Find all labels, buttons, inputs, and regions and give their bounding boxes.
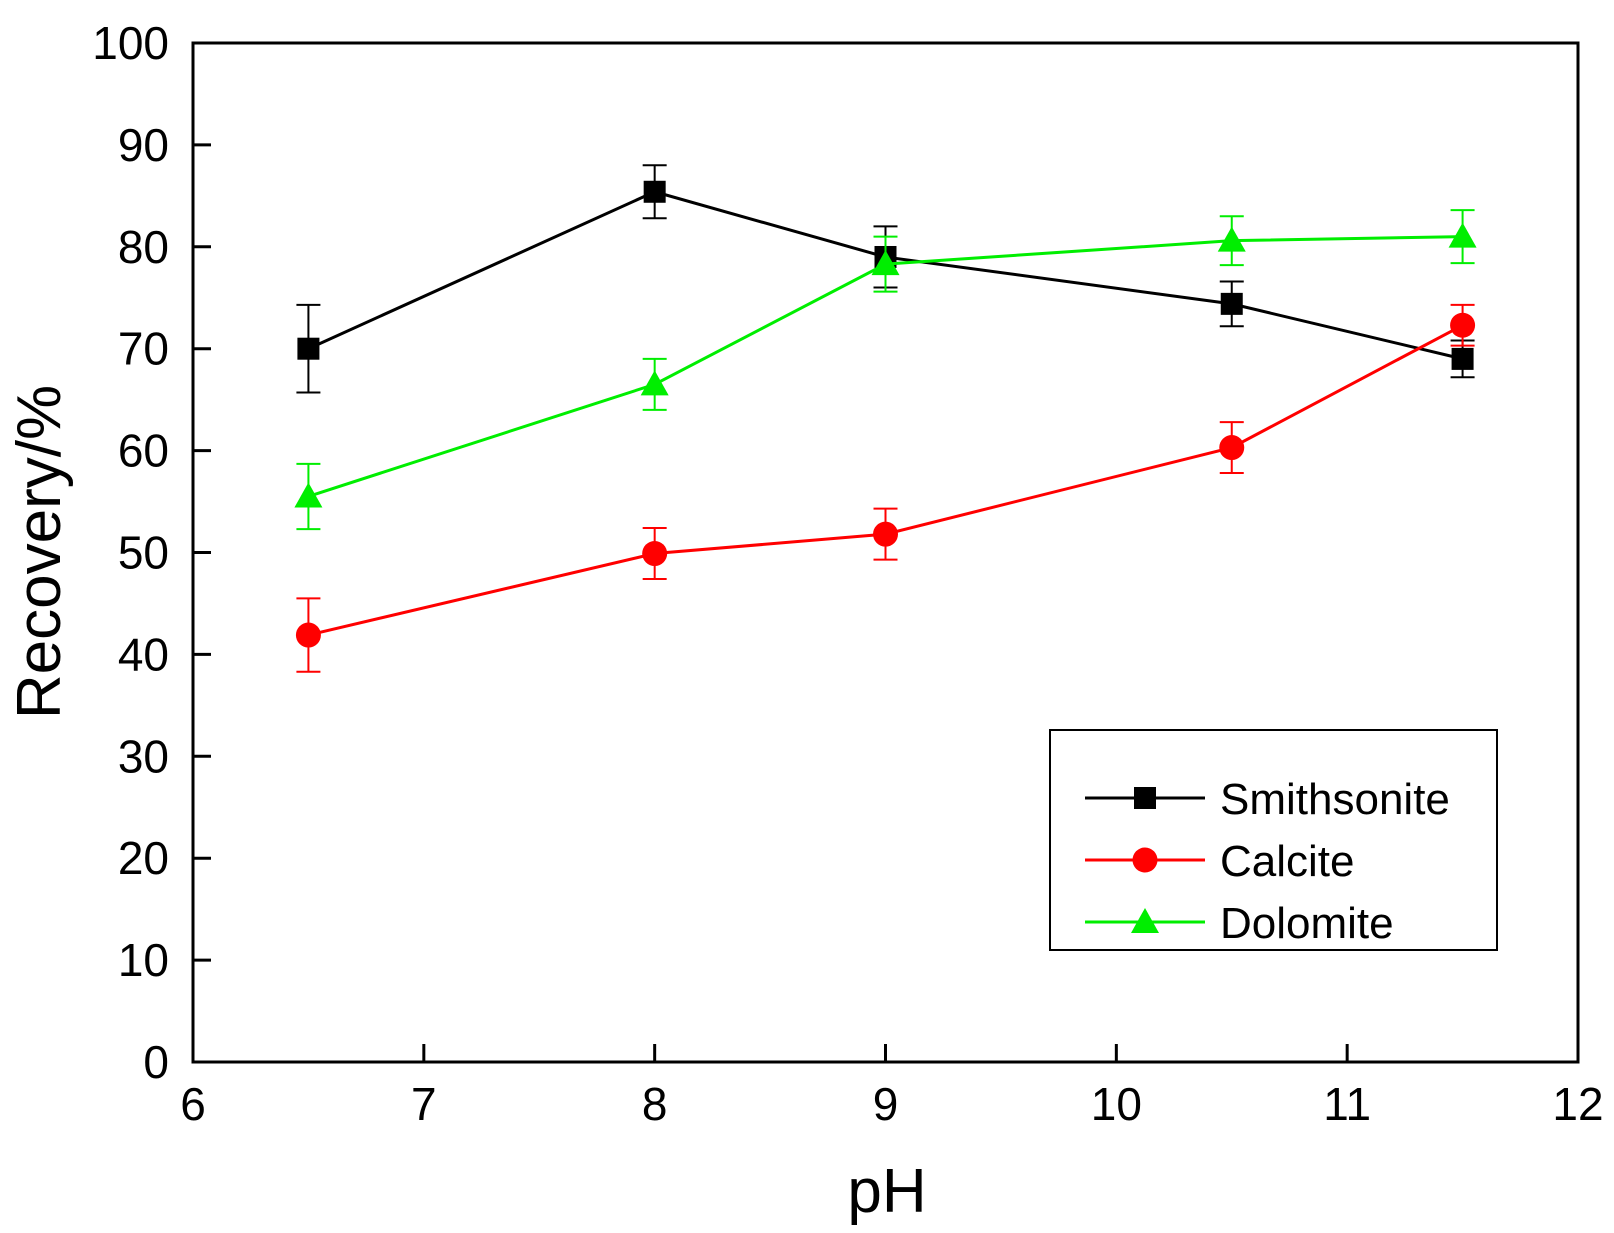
y-tick-label: 60: [118, 425, 169, 477]
data-point: [1219, 435, 1245, 461]
series-smithsonite: [296, 164, 1475, 394]
legend-marker: [1134, 787, 1156, 809]
y-tick-label: 80: [118, 221, 169, 273]
legend-marker: [1131, 908, 1159, 933]
series-calcite: [295, 303, 1476, 673]
y-tick-label: 70: [118, 323, 169, 375]
y-tick-label: 30: [118, 730, 169, 782]
data-point: [1450, 312, 1476, 338]
series-dolomite: [294, 209, 1477, 531]
legend-label: Calcite: [1220, 837, 1355, 886]
data-point: [295, 622, 321, 648]
x-tick-label: 8: [642, 1078, 668, 1130]
legend-label: Dolomite: [1220, 899, 1394, 948]
x-tick-label: 7: [411, 1078, 437, 1130]
data-point: [640, 370, 669, 396]
y-tick-label: 0: [143, 1036, 169, 1088]
data-point: [871, 250, 900, 276]
legend-box: [1049, 729, 1498, 951]
data-point: [294, 482, 323, 508]
legend-marker: [1132, 847, 1158, 873]
x-tick-label: 12: [1552, 1078, 1603, 1130]
series-line: [308, 323, 1464, 637]
y-tick-label: 50: [118, 527, 169, 579]
data-point: [1220, 292, 1243, 315]
legend-label: Smithsonite: [1220, 775, 1450, 824]
y-axis-title: Recovery/%: [5, 385, 74, 719]
y-tick-label: 10: [118, 934, 169, 986]
data-point: [297, 337, 320, 360]
data-point: [1451, 347, 1474, 370]
y-tick-label: 40: [118, 628, 169, 680]
x-axis: 6 7 8 9 10 11 12: [180, 1044, 1604, 1130]
data-point: [1448, 222, 1477, 248]
x-tick-label: 6: [180, 1078, 206, 1130]
x-tick-label: 11: [1323, 1078, 1371, 1130]
data-point: [873, 521, 898, 547]
series-layer: [294, 164, 1477, 673]
y-tick-label: 20: [118, 832, 169, 884]
data-point: [1217, 226, 1246, 252]
y-tick-label: 90: [118, 119, 169, 171]
x-tick-label: 10: [1091, 1078, 1142, 1130]
legend: Smithsonite Calcite Dolomite: [1049, 729, 1498, 951]
x-axis-title: pH: [847, 1157, 926, 1226]
data-point: [643, 180, 666, 203]
x-tick-label: 9: [873, 1078, 899, 1130]
y-tick-label: 100: [92, 17, 169, 69]
y-axis: 0 10 20 30 40 50 60 70 80 90 100: [92, 17, 211, 1088]
data-point: [642, 541, 668, 567]
